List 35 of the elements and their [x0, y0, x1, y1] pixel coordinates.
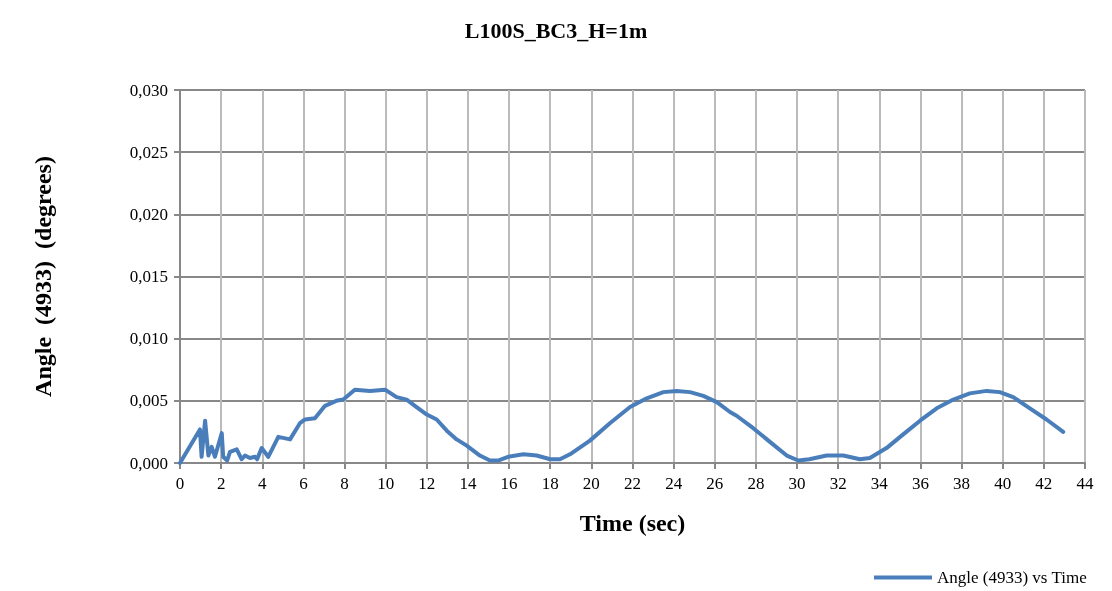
x-tick-label: 28	[747, 474, 765, 493]
x-tick-label: 44	[1076, 474, 1094, 493]
x-tick-label: 38	[953, 474, 971, 493]
x-tick-label: 34	[870, 474, 889, 493]
line-series	[178, 387, 1066, 465]
x-tick-label: 10	[377, 474, 395, 493]
x-tick-label: 42	[1035, 474, 1053, 493]
y-tick-label: 0,005	[129, 391, 168, 411]
y-axis-title: Angle (4933) (degrees)	[30, 156, 56, 397]
x-tick-label: 40	[994, 474, 1012, 493]
y-tick-label: 0,020	[129, 204, 168, 224]
x-tick-label: 32	[829, 474, 847, 493]
x-tick-label: 14	[459, 474, 477, 493]
x-tick-label: 36	[911, 474, 929, 493]
x-tick-label: 8	[340, 474, 349, 493]
x-tick-label: 16	[500, 474, 518, 493]
y-tick-label: 0,015	[129, 267, 168, 286]
legend-label: Angle (4933) vs Time	[936, 568, 1087, 587]
x-tick-label: 6	[299, 474, 308, 493]
x-tick-label: 2	[216, 474, 226, 493]
y-tick-label: 0,000	[129, 453, 168, 473]
chart-title: L100S_BC3_H=1m	[464, 17, 648, 43]
x-tick-label: 4	[258, 474, 268, 493]
x-tick-label: 20	[582, 474, 600, 493]
x-tick-label: 24	[665, 474, 683, 493]
x-tick-label: 18	[541, 474, 559, 493]
y-tick-label: 0,010	[129, 329, 168, 349]
x-axis-title: Time (sec)	[579, 510, 686, 536]
x-tick-label: 26	[706, 474, 724, 493]
x-tick-label: 30	[788, 474, 806, 493]
x-tick-label: 22	[624, 474, 641, 493]
y-tick-label: 0,025	[129, 142, 168, 162]
y-tick-label: 0,030	[129, 80, 168, 100]
x-tick-label: 12	[418, 474, 436, 493]
x-tick-label: 0	[175, 474, 185, 493]
